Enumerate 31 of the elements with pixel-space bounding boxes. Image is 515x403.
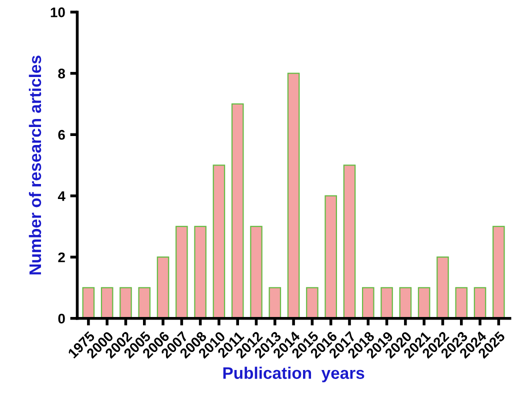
bar bbox=[380, 287, 393, 318]
y-tick-label: 6 bbox=[58, 130, 65, 140]
bar bbox=[212, 164, 226, 318]
bar bbox=[455, 287, 468, 318]
bar bbox=[324, 195, 337, 318]
bar bbox=[176, 226, 188, 318]
bar bbox=[250, 226, 262, 318]
bar bbox=[343, 164, 356, 318]
y-tick-label: 8 bbox=[58, 68, 66, 79]
bar bbox=[156, 256, 170, 318]
bar bbox=[194, 226, 206, 318]
bar bbox=[399, 287, 412, 318]
bar bbox=[436, 256, 449, 318]
x-axis-title: Publication years bbox=[223, 366, 364, 382]
bar bbox=[120, 287, 132, 318]
bar bbox=[231, 103, 244, 318]
y-axis-title: Number of research articles bbox=[28, 56, 42, 274]
y-tick-label: 10 bbox=[50, 7, 65, 18]
y-tick-label: 0 bbox=[58, 314, 65, 324]
bar bbox=[306, 287, 318, 318]
y-tick-label: 2 bbox=[58, 252, 65, 262]
bar bbox=[100, 287, 114, 318]
bar bbox=[362, 287, 374, 318]
bar bbox=[138, 287, 151, 318]
bar bbox=[268, 287, 282, 318]
bar bbox=[82, 287, 95, 318]
bar bbox=[418, 287, 430, 318]
bar bbox=[474, 287, 486, 318]
bar bbox=[287, 72, 300, 318]
y-tick-label: 4 bbox=[58, 191, 66, 201]
bar bbox=[492, 226, 505, 318]
